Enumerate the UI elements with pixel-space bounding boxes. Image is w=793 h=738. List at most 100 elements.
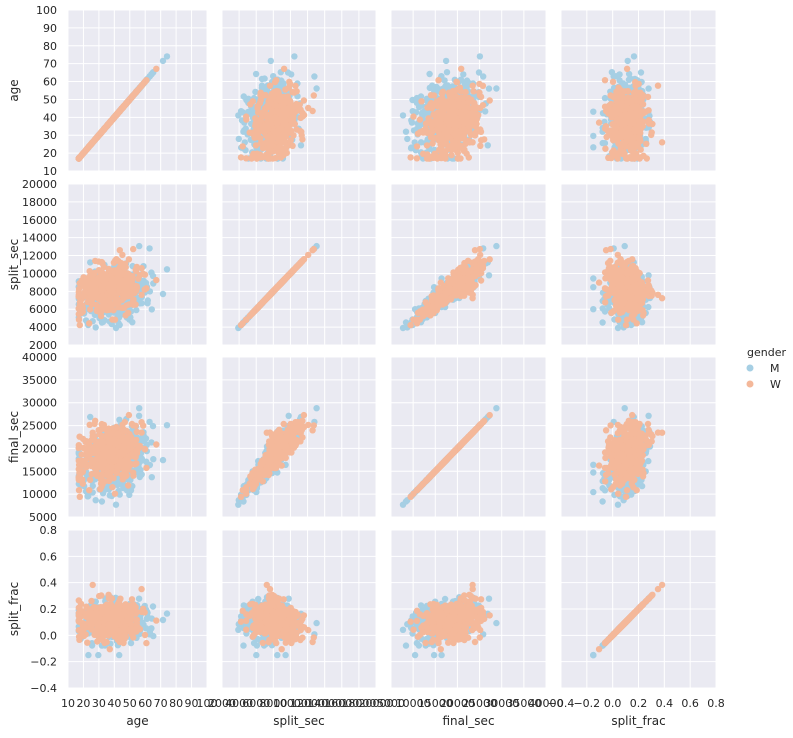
scatter-point-M <box>602 95 608 101</box>
scatter-point-W <box>619 121 625 127</box>
facet-age-vs-split_sec <box>222 10 376 171</box>
scatter-point-W <box>431 92 437 98</box>
scatter-point-M <box>485 142 491 148</box>
scatter-point-W <box>429 123 435 129</box>
scatter-point-W <box>625 88 631 94</box>
scatter-point-W <box>410 113 416 119</box>
scatter-point-W <box>456 97 462 103</box>
scatter-point-W <box>602 77 608 83</box>
facet-split_sec-vs-split_sec <box>222 184 376 345</box>
scatter-point-M <box>600 140 606 146</box>
scatter-point-W <box>292 83 298 89</box>
scatter-point-M <box>426 71 432 77</box>
facet-split_sec-vs-age <box>68 184 207 345</box>
scatter-point-W <box>454 79 460 85</box>
scatter-point-W <box>309 247 315 253</box>
scatter-point-M <box>268 58 274 64</box>
scatter-point-M <box>625 58 631 64</box>
scatter-point-M <box>493 85 499 91</box>
scatter-point-W <box>253 120 259 126</box>
scatter-point-W <box>440 89 446 95</box>
scatter-point-W <box>414 155 420 161</box>
scatter-point-W <box>130 246 136 252</box>
scatter-point-W <box>414 143 420 149</box>
scatter-point-W <box>466 99 472 105</box>
scatter-point-W <box>640 101 646 107</box>
scatter-point-W <box>138 83 144 89</box>
scatter-point-W <box>285 123 291 129</box>
scatter-point-W <box>606 128 612 134</box>
scatter-point-W <box>614 132 620 138</box>
scatter-point-W <box>478 129 484 135</box>
scatter-point-M <box>480 73 486 79</box>
scatter-point-W <box>90 295 96 301</box>
scatter-point-W <box>266 155 272 161</box>
scatter-point-W <box>457 85 463 91</box>
scatter-point-W <box>472 132 478 138</box>
scatter-point-W <box>95 275 101 281</box>
scatter-point-M <box>93 324 99 330</box>
scatter-point-W <box>470 88 476 94</box>
scatter-point-M <box>311 73 317 79</box>
scatter-point-W <box>138 292 144 298</box>
scatter-point-W <box>424 151 430 157</box>
scatter-point-M <box>400 112 406 118</box>
scatter-point-W <box>287 99 293 105</box>
scatter-point-W <box>466 138 472 144</box>
scatter-point-W <box>250 98 256 104</box>
scatter-point-W <box>274 108 280 114</box>
scatter-point-W <box>294 88 300 94</box>
scatter-point-W <box>277 95 283 101</box>
scatter-point-W <box>238 154 244 160</box>
scatter-point-W <box>610 79 616 85</box>
scatter-point-W <box>603 134 609 140</box>
scatter-point-W <box>624 115 630 121</box>
scatter-point-W <box>449 94 455 100</box>
scatter-point-W <box>76 292 82 298</box>
scatter-point-W <box>624 66 630 72</box>
scatter-point-W <box>119 252 125 258</box>
scatter-point-W <box>91 280 97 286</box>
scatter-point-W <box>82 289 88 295</box>
scatter-point-W <box>619 133 625 139</box>
scatter-point-W <box>110 290 116 296</box>
scatter-point-W <box>301 112 307 118</box>
scatter-point-W <box>605 155 611 161</box>
scatter-point-W <box>134 88 140 94</box>
scatter-point-M <box>291 53 297 59</box>
scatter-point-W <box>459 113 465 119</box>
scatter-point-W <box>452 142 458 148</box>
scatter-point-W <box>625 126 631 132</box>
scatter-point-W <box>274 128 280 134</box>
facet-age-vs-final_sec <box>391 10 546 171</box>
scatter-point-W <box>621 142 627 148</box>
scatter-point-W <box>265 126 271 132</box>
scatter-point-W <box>648 132 654 138</box>
scatter-point-W <box>435 77 441 83</box>
scatter-point-W <box>140 271 146 277</box>
scatter-point-M <box>433 84 439 90</box>
scatter-point-W <box>613 89 619 95</box>
scatter-point-W <box>118 277 124 283</box>
scatter-point-W <box>477 143 483 149</box>
scatter-point-M <box>609 69 615 75</box>
scatter-point-W <box>644 155 650 161</box>
scatter-point-M <box>590 144 596 150</box>
scatter-point-M <box>444 69 450 75</box>
scatter-point-W <box>424 130 430 136</box>
scatter-point-W <box>82 278 88 284</box>
scatter-point-W <box>633 103 639 109</box>
scatter-point-W <box>101 293 107 299</box>
scatter-point-W <box>646 120 652 126</box>
scatter-point-W <box>311 92 317 98</box>
scatter-point-M <box>477 53 483 59</box>
scatter-point-W <box>448 152 454 158</box>
scatter-point-W <box>280 148 286 154</box>
scatter-point-W <box>466 154 472 160</box>
scatter-point-W <box>243 113 249 119</box>
scatter-point-W <box>629 155 635 161</box>
scatter-point-W <box>105 284 111 290</box>
scatter-point-W <box>424 142 430 148</box>
